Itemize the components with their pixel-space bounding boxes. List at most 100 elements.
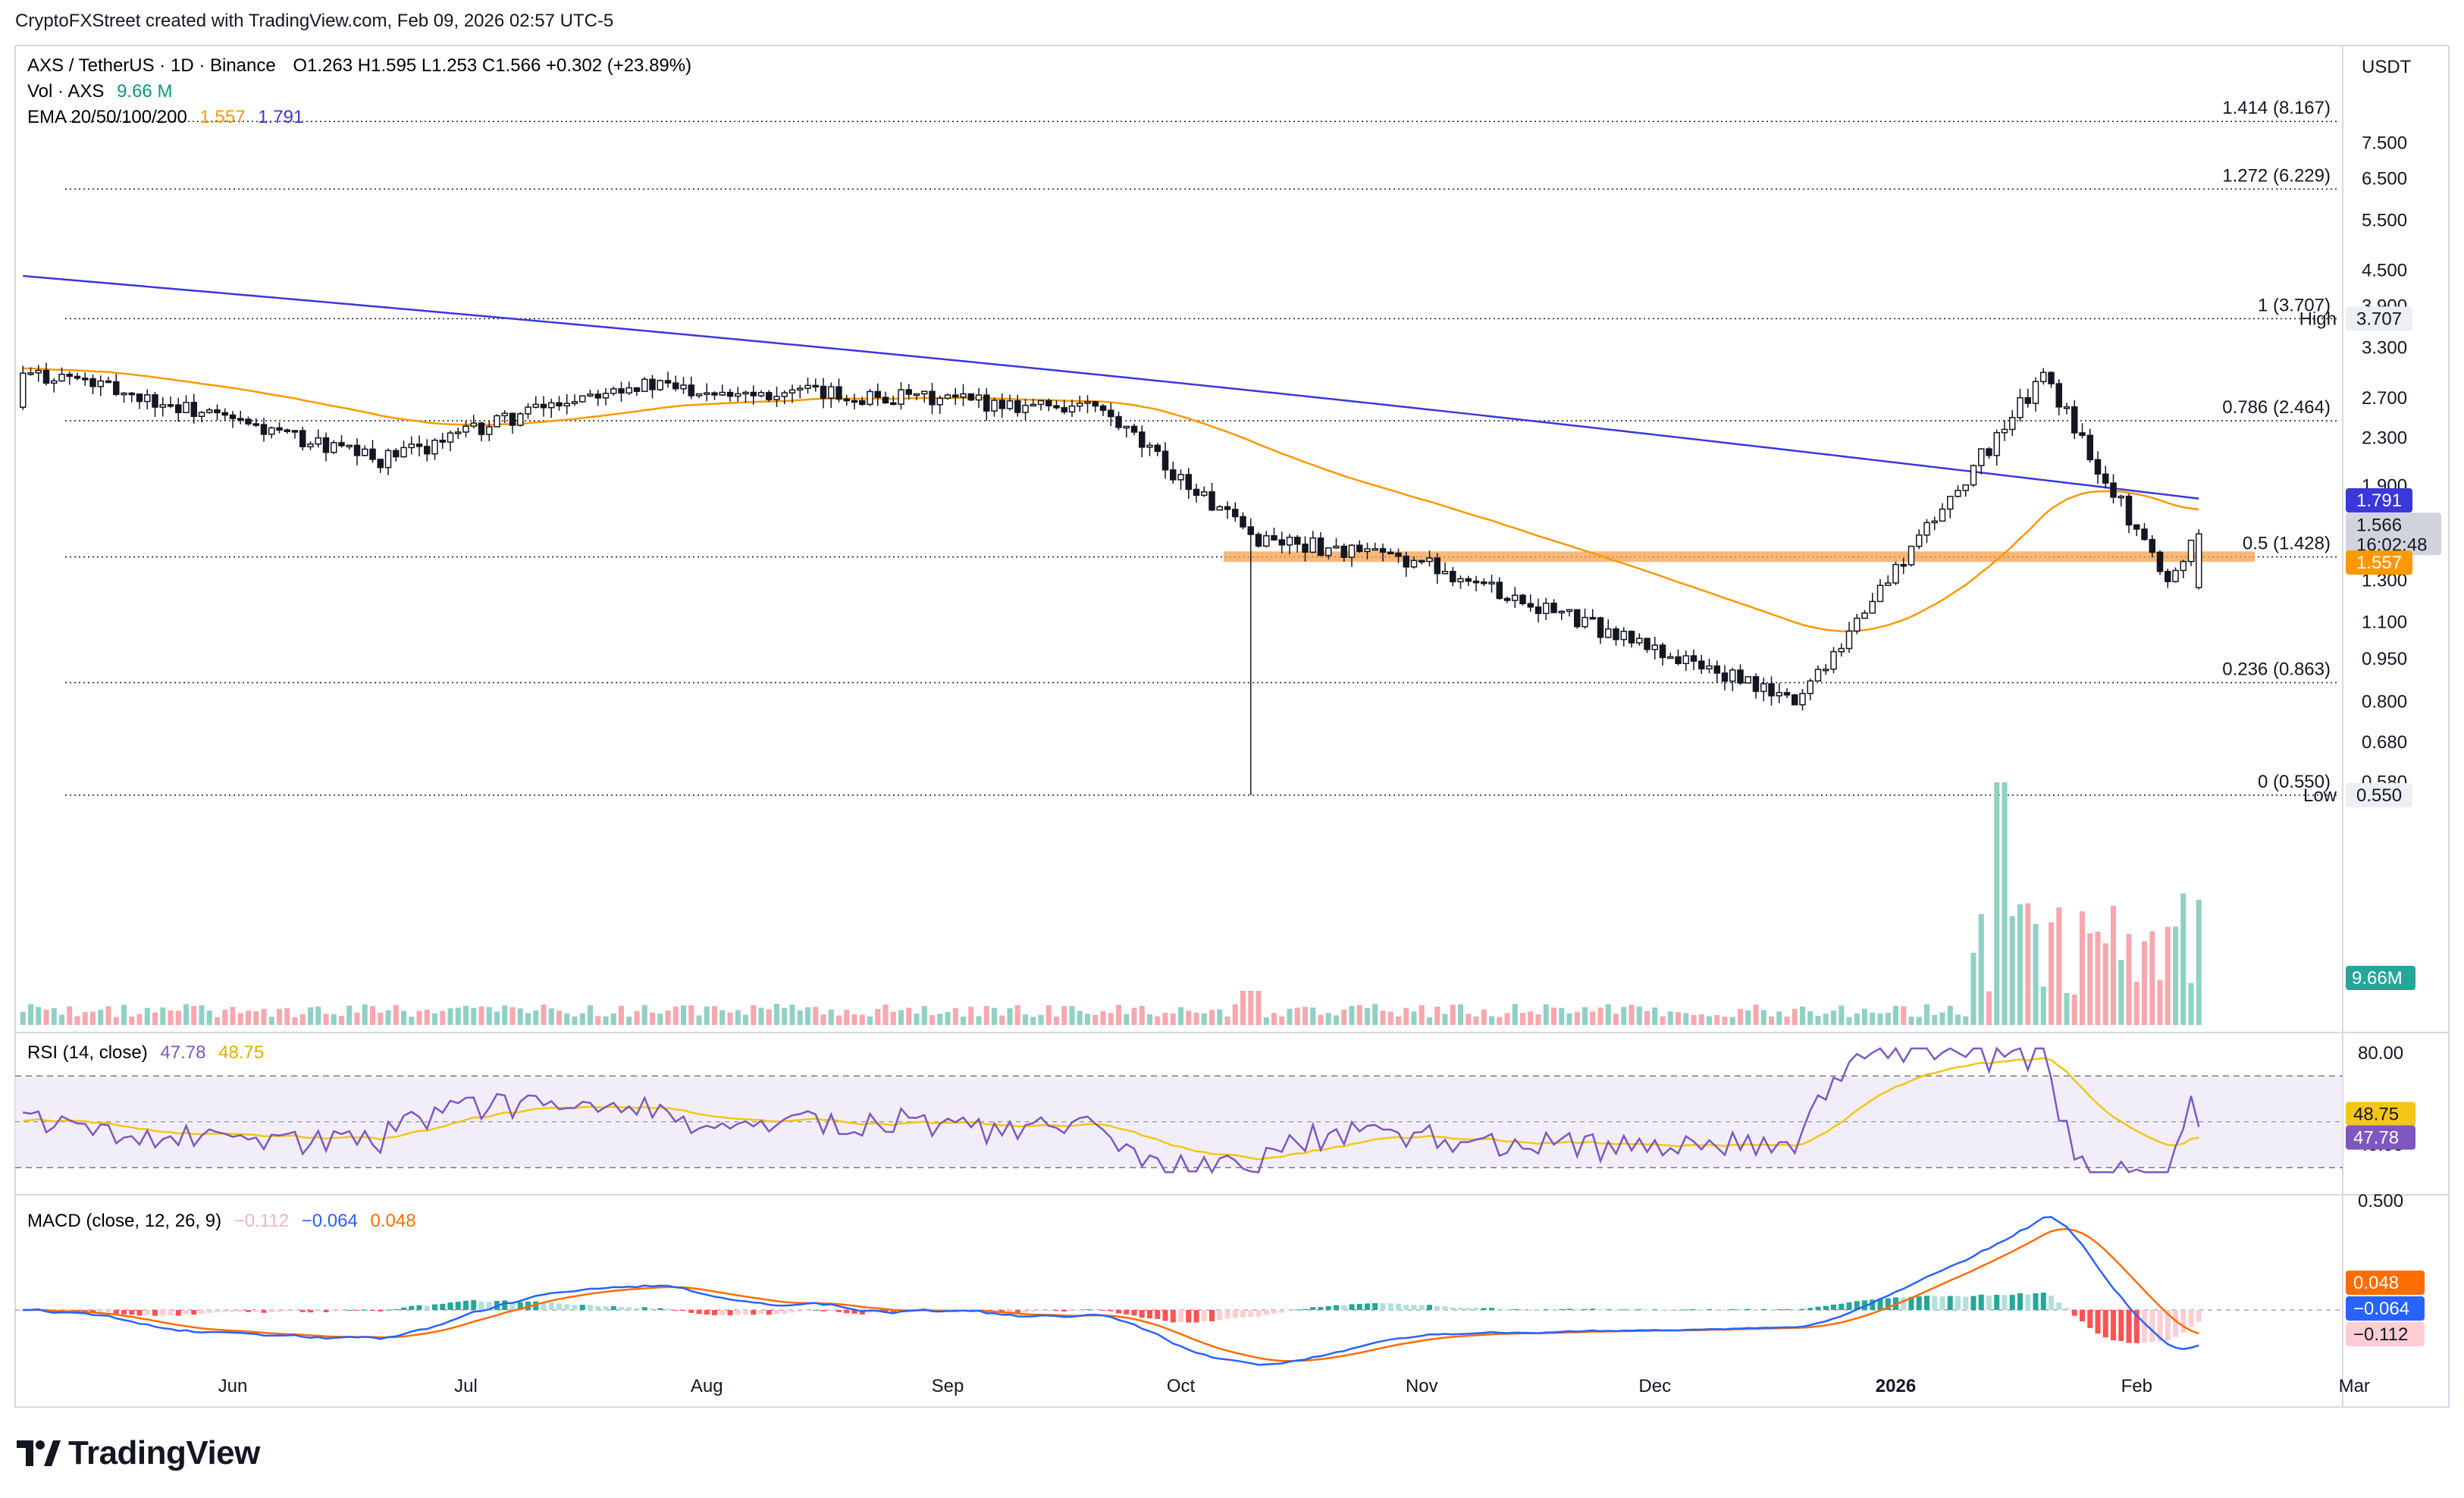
volume-bar — [1334, 1015, 1339, 1025]
macd-histogram-bar — [1582, 1308, 1588, 1310]
macd-histogram-bar — [206, 1310, 212, 1313]
volume-bar — [1116, 1004, 1121, 1025]
volume-badge — [2346, 966, 2415, 990]
macd-histogram-bar — [261, 1310, 267, 1313]
volume-bar — [743, 1014, 748, 1025]
volume-bar — [1085, 1014, 1090, 1025]
macd-histogram-bar — [401, 1307, 406, 1310]
volume-bar — [1932, 1014, 1938, 1025]
volume-bar — [2118, 960, 2124, 1025]
candle-body — [1333, 545, 1340, 549]
candle-body — [144, 394, 151, 403]
macd-histogram-bar — [121, 1310, 127, 1315]
low-badge — [2346, 782, 2412, 807]
macd-histogram-bar — [1232, 1310, 1238, 1318]
volume-bar — [370, 1006, 375, 1025]
tradingview-logo[interactable]: TradingView — [17, 1434, 260, 1472]
volume-bar — [921, 1006, 927, 1025]
volume-bar — [1287, 1008, 1293, 1025]
candle-body — [719, 391, 726, 396]
candle-body — [1395, 552, 1402, 557]
macd-histogram-bar — [610, 1305, 616, 1310]
candle-body — [1224, 506, 1231, 510]
candle-body — [1441, 571, 1449, 575]
macd-histogram-bar — [168, 1310, 174, 1315]
macd-histogram-bar — [2049, 1296, 2054, 1310]
macd-histogram-bar — [657, 1308, 663, 1310]
macd-histogram-bar — [1092, 1309, 1099, 1311]
macd-histogram-bar — [230, 1310, 236, 1312]
candle-body — [641, 378, 648, 393]
high-label: High — [2299, 309, 2337, 329]
price-tick-label: 2.300 — [2362, 428, 2407, 449]
volume-bar — [1489, 1016, 1494, 1025]
volume-bar — [1108, 1013, 1114, 1025]
time-tick-label: 2026 — [1876, 1376, 1916, 1396]
macd-histogram-bar — [1854, 1301, 1860, 1310]
candle-body — [2156, 551, 2164, 572]
macd-histogram-bar — [1738, 1309, 1743, 1311]
fib-level-label: 1 (3.707) — [2258, 295, 2331, 315]
volume-bar — [1543, 1004, 1549, 1025]
macd-histogram-bar — [1714, 1309, 1720, 1311]
macd-histogram-bar — [836, 1310, 842, 1312]
candle-body — [74, 375, 81, 379]
macd-histogram-bar — [2157, 1310, 2163, 1342]
macd-histogram-bar — [277, 1310, 282, 1312]
candle-body — [97, 380, 104, 387]
macd-histogram-bar — [1831, 1304, 1836, 1310]
candle-body — [672, 382, 679, 390]
candle-body — [867, 390, 873, 406]
candle-body — [1799, 693, 1806, 706]
volume-bar — [1667, 1011, 1673, 1025]
macd-histogram-bar — [1396, 1303, 1401, 1310]
macd-histogram-bar — [1061, 1310, 1067, 1312]
candle-body — [322, 437, 330, 453]
macd-histogram-bar — [1784, 1308, 1790, 1310]
volume-bar — [1760, 1010, 1766, 1025]
candle-body — [1713, 665, 1720, 674]
macd-histogram-bar — [1800, 1308, 1805, 1310]
macd-histogram-bar — [1365, 1303, 1370, 1310]
candle-body — [1434, 557, 1440, 575]
candle-body — [797, 387, 804, 391]
macd-histogram-bar — [2033, 1293, 2039, 1310]
candle-body — [1410, 559, 1418, 568]
price-tick-label: 0.800 — [2362, 692, 2407, 713]
macd-histogram-bar — [572, 1305, 578, 1310]
macd-histogram-bar — [1916, 1296, 1922, 1310]
macd-histogram-bar — [339, 1310, 344, 1311]
macd-histogram-bar — [619, 1307, 624, 1310]
volume-bar — [641, 1004, 647, 1025]
macd-histogram-bar — [1139, 1310, 1145, 1318]
macd-histogram-bar — [246, 1310, 251, 1312]
candle-body — [563, 403, 570, 407]
candle-body — [400, 447, 407, 458]
macd-histogram-bar — [1162, 1310, 1168, 1321]
volume-bar — [409, 1016, 415, 1025]
currency-label: USDT — [2362, 57, 2412, 77]
macd-histogram-bar — [681, 1310, 686, 1311]
candle-body — [602, 393, 610, 399]
volume-bar — [820, 1014, 826, 1025]
macd-histogram-bar — [890, 1310, 896, 1314]
macd-histogram-bar — [1240, 1310, 1246, 1318]
candle-body — [680, 384, 687, 390]
candle-body — [898, 389, 904, 405]
macd-histogram-bar — [478, 1301, 484, 1310]
volume-label: Vol · AXS — [27, 81, 104, 102]
candle-body — [1885, 582, 1892, 586]
candle-body — [1947, 496, 1954, 510]
candle-body — [1558, 610, 1565, 614]
macd-histogram-bar — [999, 1310, 1005, 1313]
candle-body — [735, 393, 741, 397]
candle-body — [1170, 469, 1177, 481]
volume-bar — [206, 1010, 212, 1025]
volume-bar — [136, 1014, 143, 1025]
volume-bar — [1372, 1004, 1378, 1025]
volume-bar — [1473, 1016, 1479, 1025]
ema-200-line — [23, 274, 2199, 500]
macd-line — [23, 1216, 2199, 1366]
volume-bar — [1994, 782, 2000, 1025]
